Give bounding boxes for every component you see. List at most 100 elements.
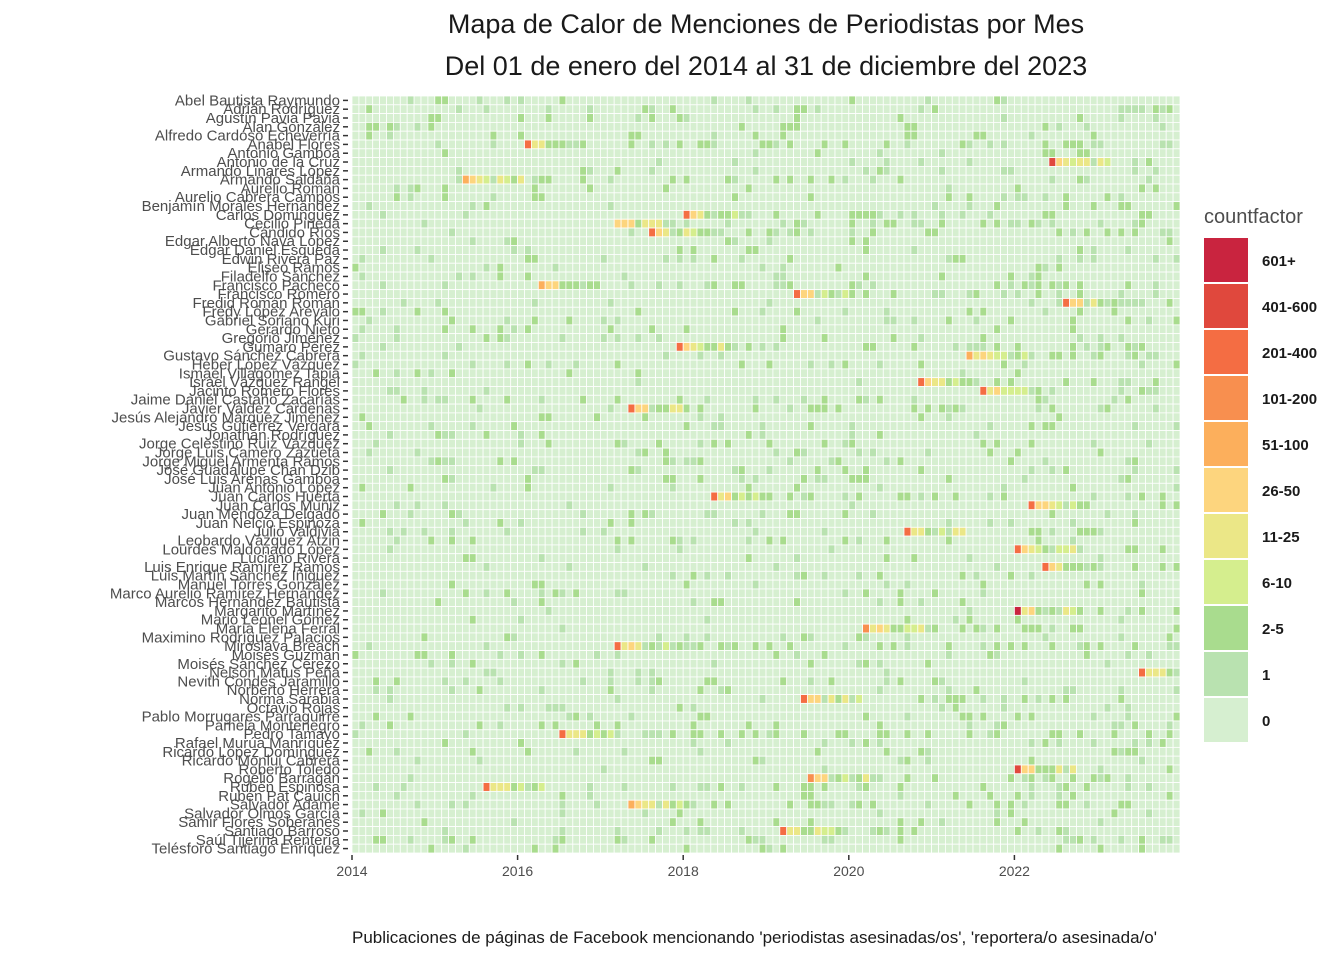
heatmap-cell [841, 174, 850, 185]
heatmap-cell [1131, 192, 1139, 203]
heatmap-cell [807, 359, 815, 370]
heatmap-cell [682, 122, 691, 132]
heatmap-cell [951, 210, 960, 220]
heatmap-cell [1131, 130, 1139, 141]
heatmap-cell [758, 421, 767, 431]
heatmap-cell [682, 403, 691, 414]
heatmap-cell [613, 368, 622, 379]
heatmap-cell [1014, 113, 1022, 123]
heatmap-cell [434, 280, 443, 291]
heatmap-cell [1020, 95, 1029, 106]
heatmap-cell [441, 359, 450, 370]
heatmap-cell [586, 245, 594, 255]
heatmap-cell [386, 456, 394, 467]
heatmap-cell [1089, 192, 1098, 203]
heatmap-cell [634, 174, 643, 185]
heatmap-cell [738, 280, 746, 291]
heatmap-cell [758, 95, 767, 106]
heatmap-cell [986, 104, 995, 115]
heatmap-cell [606, 183, 615, 194]
heatmap-cell [882, 227, 891, 238]
heatmap-cell [979, 350, 988, 361]
heatmap-cell [834, 421, 843, 431]
heatmap-cell [482, 333, 491, 343]
heatmap-cell [475, 438, 484, 449]
heatmap-cell [420, 262, 429, 273]
heatmap-cell [1000, 245, 1008, 255]
heatmap-cell [544, 245, 553, 255]
heatmap-cell [744, 456, 753, 467]
heatmap-cell [841, 280, 850, 291]
heatmap-cell [772, 157, 781, 167]
heatmap-cell [413, 368, 422, 379]
heatmap-cell [979, 315, 988, 326]
heatmap-cell [1117, 192, 1126, 203]
heatmap-cell [1158, 315, 1167, 326]
heatmap-cell [800, 148, 808, 159]
heatmap-cell [669, 342, 677, 352]
heatmap-cell [862, 262, 870, 273]
heatmap-cell [379, 236, 387, 247]
heatmap-cell [634, 210, 643, 220]
heatmap-cell [634, 122, 643, 132]
heatmap-cell [710, 298, 719, 308]
heatmap-cell [1083, 350, 1091, 361]
heatmap-cell [1158, 148, 1167, 159]
heatmap-cell [1048, 139, 1057, 150]
heatmap-cell [613, 280, 622, 291]
heatmap-cell [1014, 218, 1022, 229]
heatmap-cell [965, 403, 974, 414]
heatmap-cell [434, 139, 443, 150]
heatmap-cell [979, 298, 988, 308]
heatmap-cell [703, 350, 712, 361]
heatmap-cell [882, 210, 891, 220]
heatmap-cell [1110, 280, 1119, 291]
heatmap-cell [965, 113, 974, 123]
heatmap-cell [1000, 166, 1008, 176]
heatmap-cell [613, 122, 622, 132]
heatmap-cell [613, 342, 622, 352]
heatmap-cell [1158, 166, 1167, 176]
heatmap-cell [565, 456, 574, 467]
heatmap-cell [841, 148, 850, 159]
heatmap-cell [1158, 218, 1167, 229]
heatmap-cell [1034, 130, 1043, 141]
heatmap-cell [427, 122, 436, 132]
heatmap-cell [1027, 236, 1036, 247]
heatmap-cell [682, 447, 691, 458]
heatmap-cell [358, 174, 367, 185]
heatmap-cell [675, 377, 684, 387]
heatmap-cell [800, 394, 808, 405]
heatmap-cell [1145, 430, 1153, 440]
heatmap-cell [1034, 324, 1043, 335]
heatmap-cell [779, 122, 788, 132]
heatmap-cell [903, 333, 912, 343]
heatmap-cell [524, 412, 532, 423]
heatmap-cell [924, 394, 933, 405]
heatmap-cell [613, 227, 622, 238]
heatmap-cell [1124, 298, 1133, 308]
heatmap-cell [903, 368, 912, 379]
heatmap-cell [544, 342, 553, 352]
heatmap-cell [1172, 218, 1181, 229]
heatmap-cell [938, 289, 946, 299]
heatmap-cell [399, 227, 408, 238]
heatmap-cell [703, 386, 712, 396]
heatmap-cell [537, 359, 546, 370]
heatmap-cell [758, 201, 767, 211]
heatmap-cell [579, 377, 588, 387]
heatmap-cell [434, 438, 443, 449]
heatmap-cell [1027, 210, 1036, 220]
heatmap-cell [972, 298, 981, 308]
heatmap-cell [1165, 430, 1174, 440]
heatmap-cell [827, 394, 836, 405]
heatmap-cell [855, 245, 864, 255]
heatmap-cell [579, 95, 588, 106]
heatmap-cell [606, 315, 615, 326]
heatmap-cell [558, 210, 567, 220]
heatmap-cell [855, 403, 864, 414]
heatmap-cell [496, 342, 505, 352]
heatmap-cell [1014, 148, 1022, 159]
heatmap-cell [1165, 139, 1174, 150]
heatmap-cell [600, 262, 608, 273]
